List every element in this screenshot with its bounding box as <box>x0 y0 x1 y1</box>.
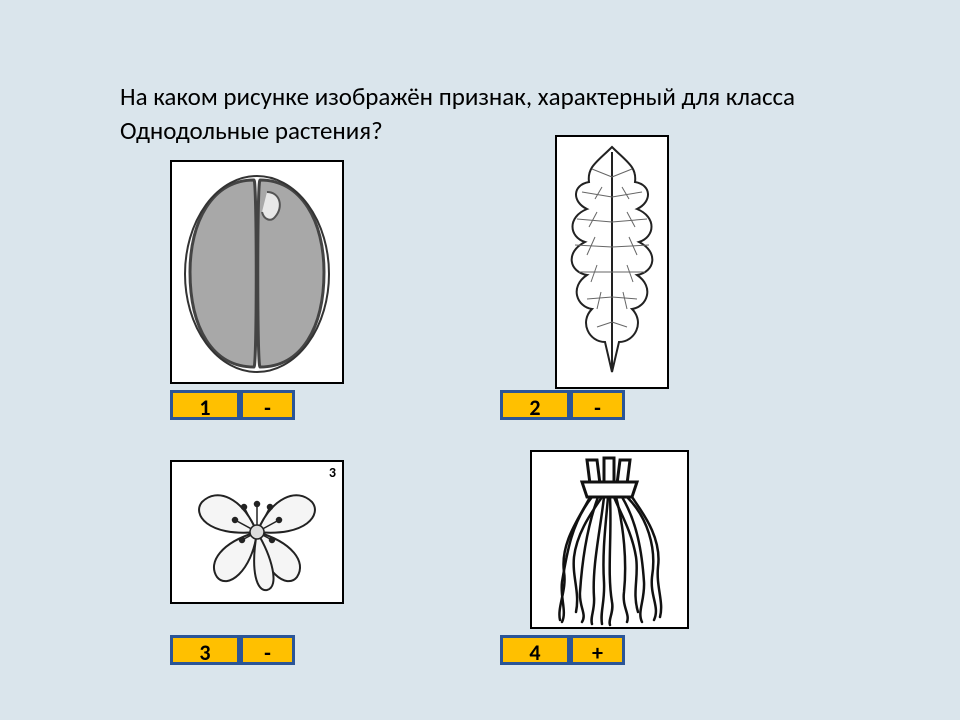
leaf-icon <box>557 137 667 387</box>
option-2 <box>555 135 669 389</box>
option-2-number[interactable]: 2 <box>500 390 570 420</box>
option-3-cornermark: 3 <box>329 464 336 481</box>
option-2-mark[interactable]: - <box>570 390 625 420</box>
seed-icon <box>172 162 342 382</box>
option-2-image <box>555 135 669 389</box>
option-4-badges: 4 + <box>500 635 625 665</box>
option-4 <box>530 450 689 629</box>
option-2-badges: 2 - <box>500 390 625 420</box>
flower-icon <box>172 462 342 602</box>
option-1 <box>170 160 344 384</box>
option-3: 3 <box>170 460 344 604</box>
option-4-image <box>530 450 689 629</box>
option-4-mark[interactable]: + <box>570 635 625 665</box>
option-3-mark[interactable]: - <box>240 635 295 665</box>
option-1-image <box>170 160 344 384</box>
question-text: На каком рисунке изображён признак, хара… <box>120 80 840 148</box>
option-3-badges: 3 - <box>170 635 295 665</box>
option-3-image: 3 <box>170 460 344 604</box>
option-4-number[interactable]: 4 <box>500 635 570 665</box>
option-1-number[interactable]: 1 <box>170 390 240 420</box>
option-1-mark[interactable]: - <box>240 390 295 420</box>
fibrous-root-icon <box>532 452 687 627</box>
option-3-number[interactable]: 3 <box>170 635 240 665</box>
option-1-badges: 1 - <box>170 390 295 420</box>
